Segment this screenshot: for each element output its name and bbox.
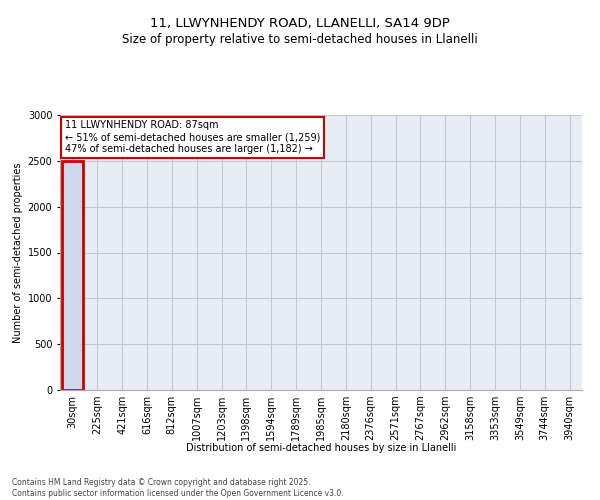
Text: 11, LLWYNHENDY ROAD, LLANELLI, SA14 9DP: 11, LLWYNHENDY ROAD, LLANELLI, SA14 9DP — [150, 18, 450, 30]
X-axis label: Distribution of semi-detached houses by size in Llanelli: Distribution of semi-detached houses by … — [186, 444, 456, 454]
Y-axis label: Number of semi-detached properties: Number of semi-detached properties — [13, 162, 23, 343]
Bar — [62, 161, 83, 390]
Text: 11 LLWYNHENDY ROAD: 87sqm
← 51% of semi-detached houses are smaller (1,259)
47% : 11 LLWYNHENDY ROAD: 87sqm ← 51% of semi-… — [65, 120, 320, 154]
Text: Contains HM Land Registry data © Crown copyright and database right 2025.
Contai: Contains HM Land Registry data © Crown c… — [12, 478, 344, 498]
Text: Size of property relative to semi-detached houses in Llanelli: Size of property relative to semi-detach… — [122, 32, 478, 46]
